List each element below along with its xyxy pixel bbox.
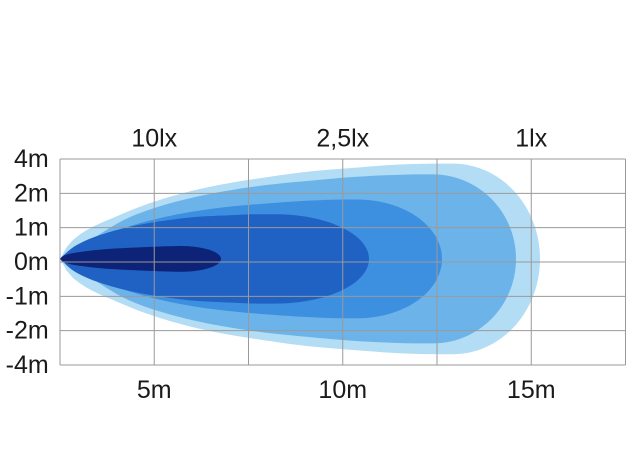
svg-text:10lx: 10lx: [131, 124, 177, 152]
svg-text:-4m: -4m: [6, 351, 49, 379]
svg-text:2,5lx: 2,5lx: [316, 124, 369, 152]
svg-text:5m: 5m: [137, 376, 172, 404]
svg-text:2m: 2m: [14, 179, 49, 207]
svg-text:10m: 10m: [318, 376, 367, 404]
svg-text:0m: 0m: [14, 248, 49, 276]
svg-text:1lx: 1lx: [515, 124, 547, 152]
svg-text:-2m: -2m: [6, 317, 49, 345]
svg-text:4m: 4m: [14, 145, 49, 173]
svg-text:1m: 1m: [14, 214, 49, 242]
svg-text:15m: 15m: [507, 376, 556, 404]
svg-text:-1m: -1m: [6, 282, 49, 310]
